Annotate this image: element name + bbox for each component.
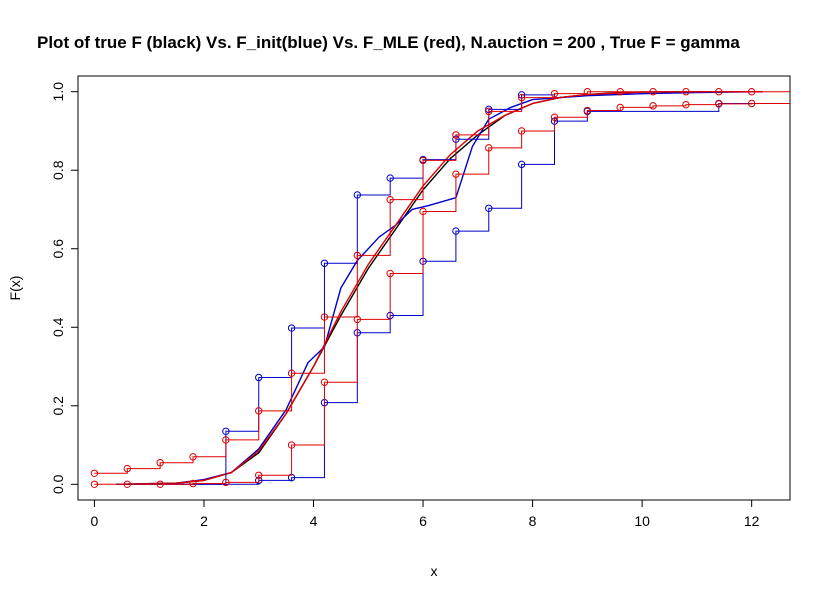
data-point bbox=[320, 378, 329, 386]
data-point bbox=[747, 99, 756, 108]
data-point bbox=[517, 160, 526, 169]
data-point bbox=[616, 103, 624, 112]
y-axis: 0.0 0.2 0.4 0.6 0.8 1.0 bbox=[50, 82, 78, 494]
data-point bbox=[123, 464, 131, 473]
data-point bbox=[386, 174, 394, 182]
data-point bbox=[517, 93, 526, 102]
y-tick-label: 0.4 bbox=[50, 317, 66, 337]
data-point bbox=[616, 88, 624, 96]
series-line bbox=[116, 91, 763, 485]
plot-frame bbox=[77, 75, 791, 501]
data-point bbox=[583, 88, 592, 96]
y-axis-label: F(x) bbox=[7, 276, 23, 301]
x-tick-label: 8 bbox=[529, 513, 537, 529]
data-point bbox=[550, 113, 559, 121]
data-point bbox=[386, 269, 394, 278]
y-tick-label: 0.6 bbox=[50, 239, 66, 259]
step-line bbox=[94, 91, 790, 474]
data-point bbox=[255, 407, 263, 415]
data-point bbox=[715, 88, 723, 96]
series-layer bbox=[90, 88, 790, 488]
data-point bbox=[485, 107, 493, 116]
data-point bbox=[747, 88, 756, 96]
data-point bbox=[353, 191, 362, 199]
y-tick-label: 0.2 bbox=[50, 396, 66, 416]
series-5 bbox=[90, 88, 790, 477]
data-point bbox=[255, 373, 263, 382]
data-point bbox=[90, 469, 99, 477]
data-point bbox=[156, 480, 164, 488]
step-line bbox=[149, 102, 752, 485]
data-point bbox=[583, 106, 592, 115]
data-point bbox=[485, 144, 493, 152]
series-line bbox=[116, 91, 763, 485]
data-point bbox=[452, 227, 460, 235]
data-point bbox=[485, 204, 493, 213]
data-point bbox=[222, 436, 230, 444]
data-point bbox=[649, 88, 657, 96]
x-axis: 0 2 4 6 8 10 12 bbox=[91, 499, 760, 529]
data-point bbox=[550, 89, 559, 98]
data-point bbox=[682, 100, 690, 109]
series-2 bbox=[116, 91, 763, 485]
chart-title: Plot of true F (black) Vs. F_init(blue) … bbox=[37, 33, 740, 52]
series-1 bbox=[116, 91, 763, 485]
series-0 bbox=[116, 91, 763, 485]
data-point bbox=[156, 459, 164, 467]
data-point bbox=[287, 441, 296, 449]
step-line bbox=[94, 102, 790, 485]
x-tick-label: 2 bbox=[200, 513, 208, 529]
data-point bbox=[222, 478, 230, 487]
data-point bbox=[320, 259, 329, 267]
x-axis-label: x bbox=[431, 563, 438, 579]
data-point bbox=[189, 453, 197, 461]
data-point bbox=[287, 369, 296, 377]
data-point bbox=[649, 102, 657, 110]
series-6 bbox=[90, 99, 790, 488]
data-point bbox=[90, 480, 99, 488]
data-point bbox=[452, 170, 460, 178]
x-tick-label: 12 bbox=[744, 513, 760, 529]
data-point bbox=[517, 127, 526, 135]
y-tick-label: 0.0 bbox=[50, 474, 66, 494]
x-tick-label: 6 bbox=[419, 513, 427, 529]
data-point bbox=[189, 479, 197, 488]
data-point bbox=[353, 251, 362, 260]
y-tick-label: 1.0 bbox=[50, 82, 66, 102]
data-point bbox=[682, 88, 690, 96]
data-point bbox=[452, 131, 460, 139]
data-point bbox=[386, 195, 394, 204]
y-tick-label: 0.8 bbox=[50, 160, 66, 180]
data-point bbox=[419, 156, 427, 165]
data-point bbox=[419, 207, 427, 216]
data-point bbox=[255, 471, 263, 479]
x-tick-label: 4 bbox=[310, 513, 318, 529]
data-point bbox=[287, 324, 296, 332]
data-point bbox=[320, 313, 329, 321]
data-point bbox=[715, 100, 723, 108]
x-tick-label: 10 bbox=[634, 513, 650, 529]
data-point bbox=[222, 427, 230, 435]
data-point bbox=[123, 480, 131, 488]
data-point bbox=[353, 315, 362, 324]
x-tick-label: 0 bbox=[91, 513, 99, 529]
series-line bbox=[116, 91, 763, 485]
